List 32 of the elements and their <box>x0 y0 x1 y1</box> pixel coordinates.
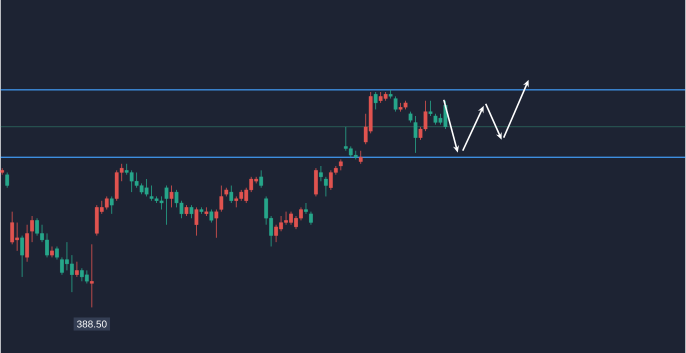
candlestick <box>110 196 114 214</box>
candlestick <box>209 208 214 223</box>
candlestick <box>374 91 378 110</box>
candlestick <box>314 168 318 197</box>
candlestick <box>229 185 234 204</box>
candlestick <box>5 172 10 188</box>
candlestick <box>170 185 174 208</box>
candlestick <box>184 204 188 216</box>
candlestick <box>259 170 264 188</box>
candlestick <box>194 206 198 236</box>
candlestick <box>309 211 313 225</box>
candlestick <box>190 204 194 218</box>
annotation: 388.50 <box>77 320 107 328</box>
candlestick <box>20 235 24 278</box>
candlestick <box>408 111 412 123</box>
candlestick <box>304 202 308 214</box>
candlestick <box>90 244 94 308</box>
candlestick <box>30 215 34 242</box>
candlestick <box>164 185 168 225</box>
candlestick <box>319 165 323 182</box>
candlestick <box>428 100 432 116</box>
candlestick <box>219 185 224 212</box>
candlestick <box>338 158 343 171</box>
candlestick <box>214 208 218 238</box>
candlestick <box>358 150 363 164</box>
candlestick <box>50 246 54 258</box>
candlestick <box>25 224 29 262</box>
candlestick <box>414 115 418 154</box>
candlestick <box>394 96 398 112</box>
candlestick <box>324 176 328 197</box>
candlestick <box>75 261 79 278</box>
candlestick <box>55 246 59 260</box>
